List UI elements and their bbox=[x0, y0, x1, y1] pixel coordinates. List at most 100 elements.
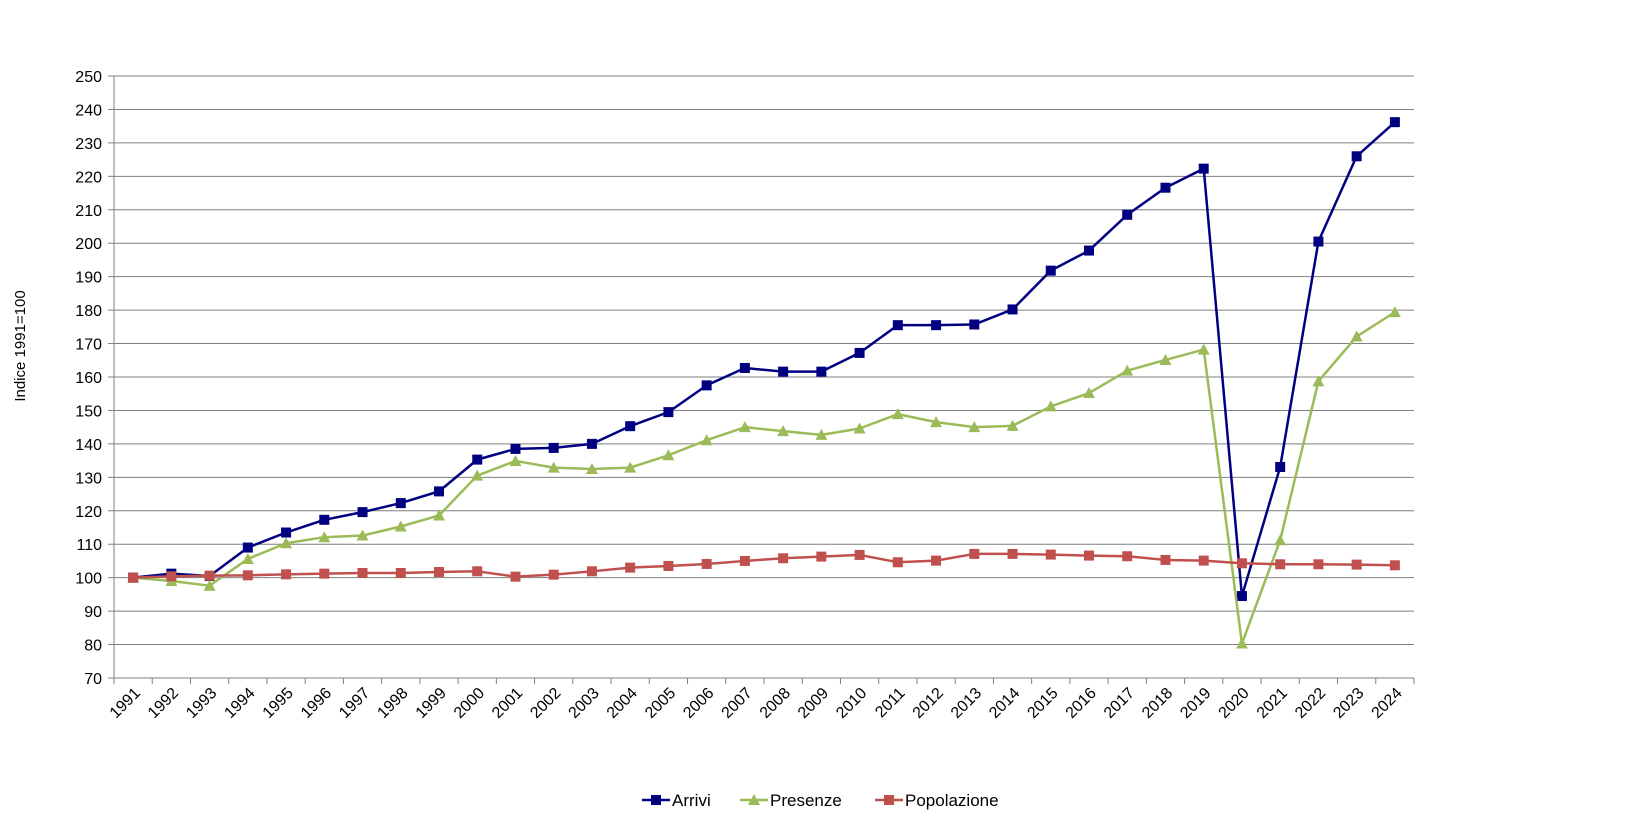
x-tick-label: 2024 bbox=[1369, 685, 1406, 722]
legend-label: Presenze bbox=[770, 791, 842, 810]
data-point-arrivi bbox=[778, 366, 789, 377]
y-tick-label: 180 bbox=[75, 303, 102, 320]
data-point-popolazione bbox=[1313, 559, 1324, 570]
data-point-arrivi bbox=[663, 407, 674, 418]
data-point-presenze bbox=[1044, 400, 1057, 412]
x-tick-label: 1991 bbox=[107, 685, 144, 722]
data-point-presenze bbox=[1197, 343, 1210, 355]
data-point-arrivi bbox=[357, 507, 368, 518]
data-point-popolazione bbox=[586, 566, 597, 577]
y-tick-label: 220 bbox=[75, 169, 102, 186]
y-tick-label: 210 bbox=[75, 203, 102, 220]
legend-label: Popolazione bbox=[905, 791, 999, 810]
data-point-presenze bbox=[471, 469, 484, 481]
y-tick-label: 80 bbox=[84, 638, 102, 655]
data-point-arrivi bbox=[892, 320, 903, 331]
legend-item-presenze: Presenze bbox=[740, 791, 842, 810]
data-point-arrivi bbox=[854, 347, 865, 358]
data-point-presenze bbox=[1312, 375, 1325, 387]
y-tick-label: 90 bbox=[84, 604, 102, 621]
data-point-presenze bbox=[1388, 306, 1401, 318]
data-point-arrivi bbox=[1389, 117, 1400, 128]
data-point-arrivi bbox=[281, 527, 292, 538]
data-point-popolazione bbox=[242, 570, 253, 581]
data-point-popolazione bbox=[281, 569, 292, 580]
x-tick-label: 1995 bbox=[260, 685, 297, 722]
data-point-popolazione bbox=[1122, 551, 1133, 562]
x-tick-label: 2016 bbox=[1063, 685, 1100, 722]
data-point-popolazione bbox=[739, 555, 750, 566]
x-tick-label: 2004 bbox=[604, 685, 641, 722]
x-tick-label: 2000 bbox=[451, 685, 488, 722]
data-point-popolazione bbox=[1351, 559, 1362, 570]
y-tick-label: 190 bbox=[75, 270, 102, 287]
data-point-popolazione bbox=[969, 548, 980, 559]
x-tick-label: 2017 bbox=[1101, 685, 1138, 722]
y-tick-label: 70 bbox=[84, 671, 102, 688]
y-tick-label: 200 bbox=[75, 236, 102, 253]
data-point-presenze bbox=[968, 421, 981, 433]
y-tick-label: 130 bbox=[75, 470, 102, 487]
data-point-presenze bbox=[318, 531, 331, 543]
data-point-arrivi bbox=[931, 320, 942, 331]
data-point-presenze bbox=[1083, 387, 1095, 399]
x-tick-label: 2011 bbox=[872, 685, 908, 721]
data-point-presenze bbox=[585, 462, 598, 474]
x-tick-label: 2009 bbox=[795, 685, 832, 722]
legend-item-arrivi: Arrivi bbox=[642, 791, 711, 810]
x-tick-label: 2003 bbox=[566, 685, 603, 722]
data-point-popolazione bbox=[1084, 550, 1094, 561]
data-point-presenze bbox=[1274, 534, 1287, 546]
data-point-presenze bbox=[547, 461, 560, 473]
data-point-presenze bbox=[777, 425, 790, 437]
data-point-presenze bbox=[624, 461, 637, 473]
x-tick-label: 1999 bbox=[413, 685, 450, 722]
data-point-presenze bbox=[241, 552, 254, 564]
legend: Arrivi Presenze Popolazione bbox=[642, 791, 999, 810]
data-point-arrivi bbox=[1007, 304, 1018, 315]
y-tick-label: 110 bbox=[76, 537, 102, 554]
x-tick-label: 2015 bbox=[1024, 685, 1061, 722]
data-point-arrivi bbox=[625, 421, 636, 432]
data-point-popolazione bbox=[892, 557, 903, 568]
grid-layer bbox=[114, 75, 1414, 646]
data-point-arrivi bbox=[1160, 182, 1171, 193]
data-point-presenze bbox=[1121, 364, 1134, 376]
data-point-presenze bbox=[509, 454, 522, 466]
data-point-presenze bbox=[394, 520, 407, 532]
data-point-arrivi bbox=[1084, 245, 1094, 256]
legend-marker bbox=[884, 795, 894, 805]
data-point-popolazione bbox=[854, 549, 865, 560]
x-tick-label: 2019 bbox=[1177, 685, 1214, 722]
data-point-arrivi bbox=[739, 362, 750, 373]
y-tick-label: 100 bbox=[75, 571, 102, 588]
data-point-popolazione bbox=[1236, 558, 1247, 569]
data-point-popolazione bbox=[128, 572, 139, 583]
data-point-arrivi bbox=[701, 380, 712, 391]
data-point-arrivi bbox=[1313, 236, 1324, 247]
x-tick-label: 2010 bbox=[833, 685, 870, 722]
data-point-popolazione bbox=[357, 567, 368, 578]
data-point-presenze bbox=[203, 579, 216, 591]
data-point-arrivi bbox=[1351, 151, 1362, 162]
data-point-popolazione bbox=[319, 568, 330, 579]
series-line-presenze bbox=[133, 311, 1396, 645]
data-point-presenze bbox=[738, 421, 751, 433]
series-line-popolazione bbox=[133, 552, 1395, 579]
data-point-popolazione bbox=[510, 571, 521, 582]
data-point-popolazione bbox=[931, 555, 942, 566]
series-layer bbox=[127, 117, 1401, 649]
x-tick-label: 1993 bbox=[183, 685, 220, 722]
y-tick-label: 240 bbox=[75, 102, 102, 119]
y-axis-label: Indice 1991=100 bbox=[12, 290, 29, 401]
data-point-popolazione bbox=[701, 558, 712, 569]
data-point-popolazione bbox=[395, 567, 406, 578]
x-tick-label: 2014 bbox=[986, 685, 1023, 722]
data-point-arrivi bbox=[1236, 591, 1247, 602]
data-point-arrivi bbox=[319, 514, 330, 525]
data-point-arrivi bbox=[1198, 163, 1209, 174]
x-tick-label: 2006 bbox=[680, 685, 717, 722]
data-point-presenze bbox=[1006, 419, 1019, 431]
